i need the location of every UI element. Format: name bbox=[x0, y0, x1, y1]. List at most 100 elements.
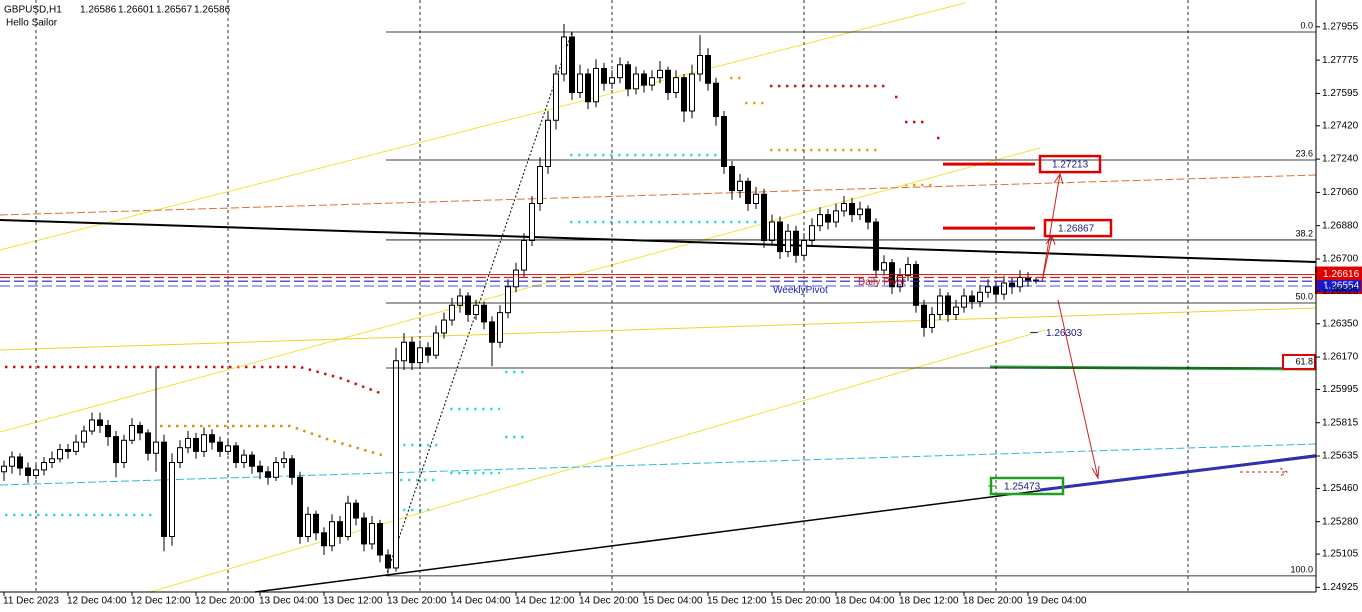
cyan-dots-2 bbox=[395, 153, 765, 512]
x-tick-label: 12 Dec 20:00 bbox=[195, 596, 255, 607]
candle-body bbox=[265, 471, 271, 478]
candle-body bbox=[569, 36, 575, 93]
price-label-box bbox=[1038, 154, 1102, 174]
candle-body bbox=[441, 319, 447, 334]
red-dots bbox=[5, 365, 381, 395]
x-tick-label: 19 Dec 04:00 bbox=[1027, 596, 1087, 607]
y-tick-label: 1.26350 bbox=[1322, 318, 1359, 329]
candle-body bbox=[921, 304, 927, 328]
fib-label: 23.6 bbox=[1295, 148, 1313, 158]
y-tick-label: 1.25635 bbox=[1322, 451, 1359, 462]
fib-label: 100.0 bbox=[1290, 564, 1313, 574]
candle-body bbox=[785, 230, 791, 253]
candle-body bbox=[105, 425, 111, 438]
candle-body bbox=[1009, 282, 1015, 288]
fib-label: 61.8 bbox=[1295, 356, 1313, 366]
candle-body bbox=[321, 532, 327, 547]
candle-body bbox=[233, 445, 239, 464]
candle-body bbox=[953, 306, 959, 316]
ohlc-high: 1.26601 bbox=[118, 5, 155, 16]
y-tick-label: 1.25815 bbox=[1322, 417, 1359, 428]
candle-body bbox=[817, 214, 823, 227]
candle-body bbox=[281, 458, 287, 463]
y-tick-label: 1.26525 bbox=[1322, 286, 1359, 297]
candle-body bbox=[353, 502, 359, 519]
candle-body bbox=[945, 295, 951, 315]
pivot-label: WeeklyPivot bbox=[773, 285, 828, 296]
candle-body bbox=[737, 180, 743, 192]
candle-body bbox=[969, 295, 975, 303]
arrows bbox=[1041, 172, 1289, 480]
candle-body bbox=[417, 347, 423, 364]
candle-body bbox=[745, 180, 751, 205]
candle-body bbox=[937, 295, 943, 315]
y-tick-label: 1.27955 bbox=[1322, 21, 1359, 32]
candles bbox=[1, 24, 1039, 574]
candle-body bbox=[657, 69, 663, 79]
fib-label: 38.2 bbox=[1295, 228, 1313, 238]
pivot-label: Daily Pivot bbox=[858, 277, 905, 288]
price-label-box bbox=[1043, 218, 1113, 238]
candle-body bbox=[73, 441, 79, 452]
candle-body bbox=[801, 240, 807, 256]
candle-body bbox=[809, 225, 815, 241]
candle-body bbox=[537, 166, 543, 204]
candle-body bbox=[993, 286, 999, 295]
candle-body bbox=[393, 360, 399, 569]
x-tick-label: 12 Dec 12:00 bbox=[131, 596, 191, 607]
candle-body bbox=[521, 240, 527, 271]
candle-body bbox=[1017, 277, 1023, 288]
fib-label: 0.0 bbox=[1300, 20, 1313, 30]
candle-body bbox=[585, 73, 591, 103]
candle-body bbox=[289, 458, 295, 478]
ohlc-close: 1.26586 bbox=[194, 5, 231, 16]
candle-body bbox=[25, 467, 31, 476]
candle-body bbox=[841, 203, 847, 212]
candle-body bbox=[681, 77, 687, 112]
candle-body bbox=[705, 55, 711, 84]
candle-body bbox=[489, 321, 495, 343]
candle-body bbox=[129, 425, 135, 441]
candle-body bbox=[473, 304, 479, 315]
candle-body bbox=[633, 73, 639, 90]
trend-line bbox=[0, 219, 1317, 263]
x-tick-label: 13 Dec 04:00 bbox=[259, 596, 319, 607]
candle-body bbox=[849, 203, 855, 216]
price-marker-label: 1.26554 bbox=[1323, 281, 1360, 292]
candle-body bbox=[713, 82, 719, 118]
indicator-dots bbox=[5, 76, 940, 517]
candle-body bbox=[697, 55, 703, 75]
candle-body bbox=[825, 214, 831, 223]
arrow bbox=[1041, 172, 1064, 283]
candle-body bbox=[337, 521, 343, 538]
candle-body bbox=[649, 77, 655, 86]
candle-body bbox=[41, 462, 47, 471]
candle-body bbox=[833, 210, 839, 223]
trend-line bbox=[1039, 454, 1317, 492]
candle-body bbox=[17, 456, 23, 469]
y-tick-label: 1.27595 bbox=[1322, 88, 1359, 99]
ohlc-low: 1.26567 bbox=[156, 5, 193, 16]
candle-body bbox=[641, 73, 647, 86]
y-tick-label: 1.25105 bbox=[1322, 549, 1359, 560]
candle-body bbox=[329, 521, 335, 547]
x-tick-label: 18 Dec 04:00 bbox=[835, 596, 895, 607]
candle-body bbox=[145, 432, 151, 454]
channel-line bbox=[0, 147, 1041, 433]
price-label: 1.26303 bbox=[1046, 328, 1083, 339]
x-tick-label: 15 Dec 12:00 bbox=[707, 596, 767, 607]
candle-body bbox=[121, 439, 127, 463]
y-tick-label: 1.26700 bbox=[1322, 254, 1359, 265]
channel-line bbox=[0, 307, 1317, 351]
y-tick-label: 1.26170 bbox=[1322, 352, 1359, 363]
y-tick-label: 1.25280 bbox=[1322, 516, 1359, 527]
candle-body bbox=[1, 465, 7, 473]
candle-body bbox=[169, 462, 175, 537]
candle-body bbox=[721, 116, 727, 168]
candle-body bbox=[425, 347, 431, 356]
y-tick-label: 1.27240 bbox=[1322, 154, 1359, 165]
candle-body bbox=[769, 221, 775, 241]
trend-line bbox=[0, 174, 1317, 216]
candle-body bbox=[217, 441, 223, 452]
